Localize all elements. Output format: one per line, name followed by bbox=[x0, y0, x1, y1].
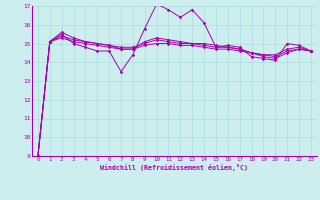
X-axis label: Windchill (Refroidissement éolien,°C): Windchill (Refroidissement éolien,°C) bbox=[100, 164, 248, 171]
